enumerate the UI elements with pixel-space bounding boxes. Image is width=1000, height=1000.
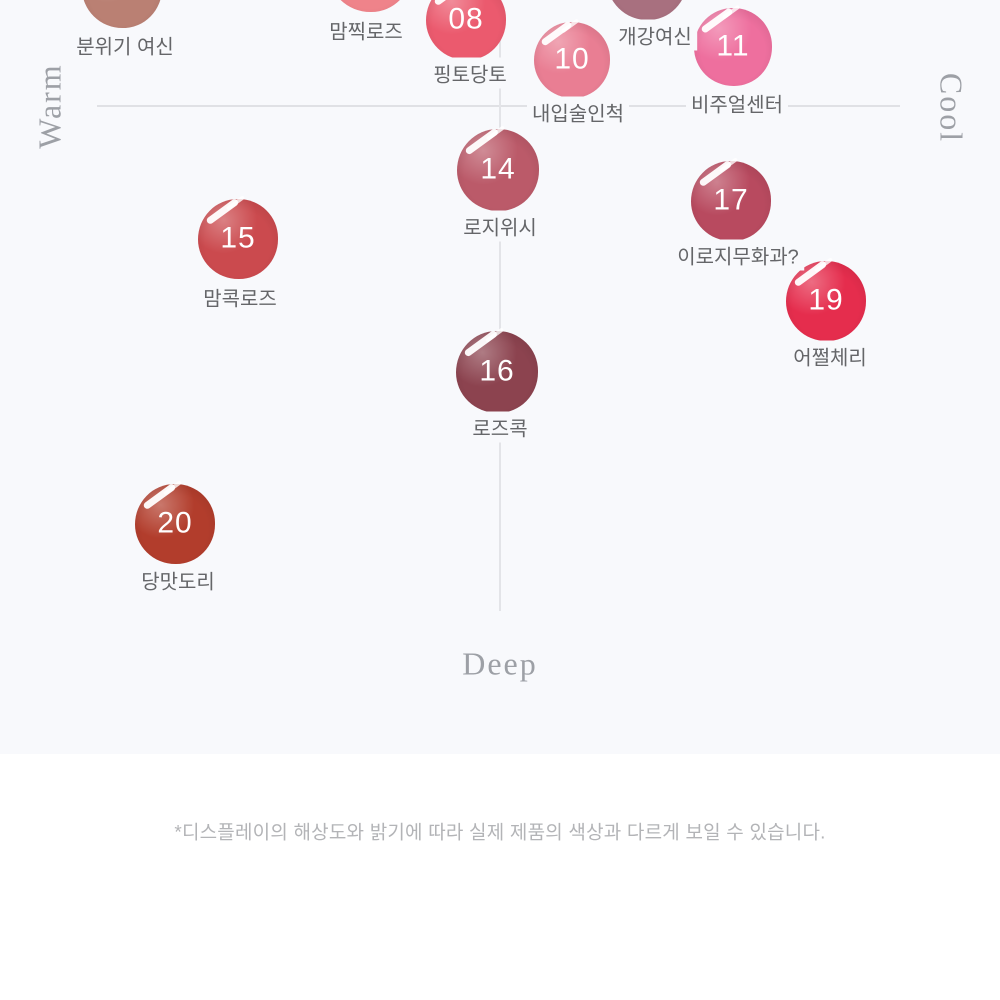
shade-swatch-mamjjik-rose bbox=[328, 0, 412, 12]
shade-swatch-bunwigi-yeosin bbox=[82, 0, 162, 28]
shade-number: 15 bbox=[220, 221, 256, 255]
shade-swatch-08: 08 bbox=[426, 0, 506, 60]
shade-name-label: 개강여신 bbox=[613, 19, 697, 51]
shade-swatch-10: 10 bbox=[534, 22, 610, 98]
shade-name-label: 로지위시 bbox=[458, 210, 542, 242]
shade-name-label: 당맛도리 bbox=[136, 564, 220, 596]
shade-name-label: 핑토당토 bbox=[428, 57, 512, 89]
warm-cool-axis-line bbox=[97, 105, 900, 107]
display-disclaimer: *디스플레이의 해상도와 밝기에 따라 실제 제품의 색상과 다르게 보일 수 … bbox=[174, 822, 826, 844]
deep-axis-line bbox=[499, 0, 501, 611]
shade-swatch-15: 15 bbox=[198, 199, 278, 279]
shade-swatch-gaegang-yeosin bbox=[607, 0, 687, 20]
shade-number: 20 bbox=[157, 506, 193, 540]
axis-label-deep: Deep bbox=[462, 645, 538, 682]
shade-name-label: 로즈콕 bbox=[467, 411, 533, 443]
shade-swatch-20: 20 bbox=[135, 484, 215, 564]
shade-name-label: 분위기 여신 bbox=[71, 29, 179, 61]
shade-number: 10 bbox=[554, 42, 590, 76]
shade-number: 17 bbox=[713, 183, 749, 217]
shade-number: 19 bbox=[808, 283, 844, 317]
axis-label-warm: Warm bbox=[31, 63, 68, 149]
shade-swatch-16: 16 bbox=[456, 331, 538, 413]
shade-swatch-17: 17 bbox=[691, 161, 771, 241]
shade-swatch-19: 19 bbox=[786, 261, 866, 341]
shade-name-label: 비주얼센터 bbox=[686, 87, 788, 119]
axis-label-cool: Cool bbox=[933, 72, 970, 144]
shade-name-label: 맘콕로즈 bbox=[198, 281, 282, 313]
shade-name-label: 내입술인척 bbox=[527, 96, 629, 128]
shade-map-chart: Warm Cool Deep 분위기 여신 맘찍로즈 08 핑토당토 10 내입술인척 개강… bbox=[0, 0, 1000, 754]
shade-swatch-14: 14 bbox=[457, 129, 539, 211]
shade-swatch-11: 11 bbox=[694, 8, 772, 86]
shade-number: 11 bbox=[716, 29, 750, 63]
shade-name-label: 이로지무화과? bbox=[672, 239, 804, 271]
shade-name-label: 어쩔체리 bbox=[788, 340, 872, 372]
shade-number: 14 bbox=[480, 152, 516, 186]
footer-section: *디스플레이의 해상도와 밝기에 따라 실제 제품의 색상과 다르게 보일 수 … bbox=[0, 754, 1000, 1000]
shade-name-label: 맘찍로즈 bbox=[324, 14, 408, 46]
shade-number: 16 bbox=[479, 354, 515, 388]
shade-number: 08 bbox=[448, 2, 484, 36]
